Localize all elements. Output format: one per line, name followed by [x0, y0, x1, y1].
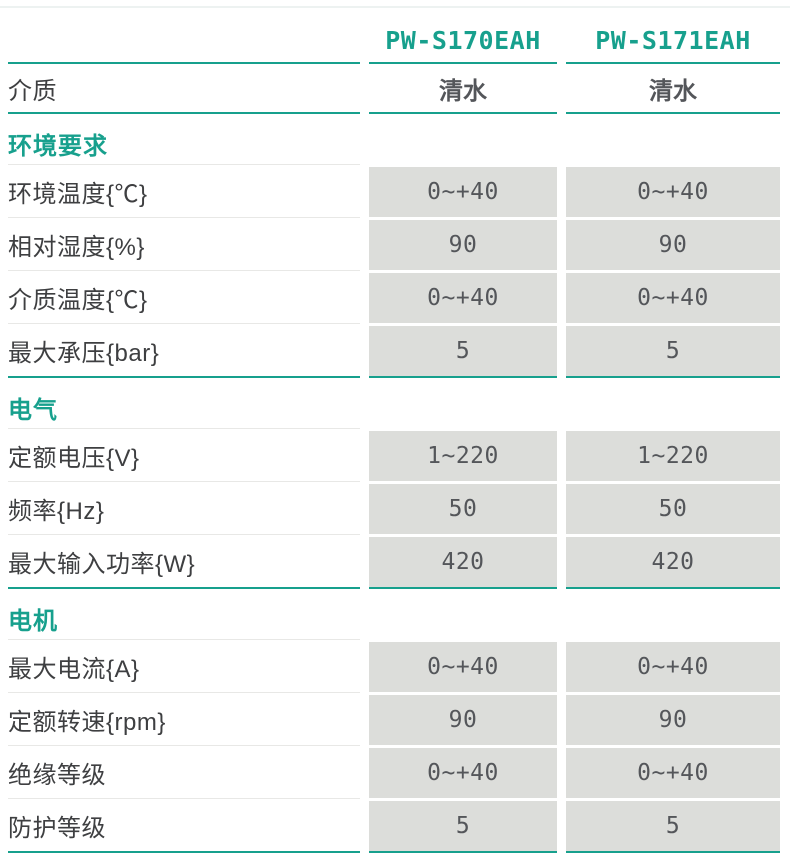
section-divider-line	[8, 376, 780, 378]
table-bottom-line	[8, 851, 780, 853]
row-value: 0~+40	[369, 642, 557, 692]
row-value: 50	[369, 484, 557, 534]
row-value: 420	[566, 537, 780, 587]
row-value: 0~+40	[566, 273, 780, 323]
divider-segment	[8, 112, 360, 114]
divider-segment	[566, 62, 780, 64]
row-label: 环境温度{℃}	[8, 164, 360, 217]
top-divider-line	[0, 6, 790, 8]
divider-segment	[369, 112, 557, 114]
row-label: 相对湿度{%}	[8, 217, 360, 270]
divider-segment	[566, 587, 780, 589]
divider-segment	[566, 112, 780, 114]
section-divider-line	[8, 112, 780, 114]
divider-segment	[566, 851, 780, 853]
row-value: 清水	[649, 76, 697, 105]
row-value: 0~+40	[369, 167, 557, 217]
table-row: 相对湿度{%} 90 90	[8, 217, 780, 270]
table-row: 定额电压{V} 1~220 1~220	[8, 428, 780, 481]
table-row: 频率{Hz} 50 50	[8, 481, 780, 534]
divider-segment	[369, 62, 557, 64]
row-value: 0~+40	[566, 167, 780, 217]
row-value: 清水	[439, 76, 487, 105]
table-header-row: PW-S170EAH PW-S171EAH	[8, 6, 780, 62]
table-row-media: 介质 清水 清水	[8, 64, 780, 112]
row-label: 防护等级	[8, 798, 360, 851]
row-label: 最大承压{bar}	[8, 323, 360, 376]
row-label: 介质	[8, 77, 57, 105]
row-value: 90	[566, 220, 780, 270]
row-label: 绝缘等级	[8, 745, 360, 798]
table-row: 绝缘等级 0~+40 0~+40	[8, 745, 780, 798]
row-value: 1~220	[369, 431, 557, 481]
divider-segment	[369, 851, 557, 853]
divider-segment	[566, 376, 780, 378]
row-label: 频率{Hz}	[8, 481, 360, 534]
row-value: 0~+40	[369, 748, 557, 798]
table-row: 防护等级 5 5	[8, 798, 780, 851]
row-value: 0~+40	[566, 748, 780, 798]
section-title-environment: 环境要求	[8, 133, 108, 160]
divider-segment	[8, 587, 360, 589]
row-value: 5	[369, 326, 557, 376]
row-value: 90	[566, 695, 780, 745]
divider-segment	[369, 376, 557, 378]
row-value: 5	[566, 326, 780, 376]
divider-segment	[8, 851, 360, 853]
table-row: 介质温度{℃} 0~+40 0~+40	[8, 270, 780, 323]
divider-segment	[8, 376, 360, 378]
row-value: 0~+40	[369, 273, 557, 323]
row-label: 最大输入功率{W}	[8, 534, 360, 587]
divider-segment	[8, 62, 360, 64]
section-title-motor: 电机	[8, 608, 58, 635]
header-divider-line	[8, 62, 780, 64]
row-value: 50	[566, 484, 780, 534]
section-divider-line	[8, 587, 780, 589]
row-value: 5	[369, 801, 557, 851]
row-value: 420	[369, 537, 557, 587]
table-row: 最大承压{bar} 5 5	[8, 323, 780, 376]
row-value: 90	[369, 695, 557, 745]
table-row: 环境温度{℃} 0~+40 0~+40	[8, 164, 780, 217]
table-row: 定额转速{rpm} 90 90	[8, 692, 780, 745]
row-value: 5	[566, 801, 780, 851]
row-value: 90	[369, 220, 557, 270]
row-label: 介质温度{℃}	[8, 270, 360, 323]
column-header-model-1: PW-S170EAH	[385, 26, 541, 55]
row-value: 0~+40	[566, 642, 780, 692]
row-label: 定额转速{rpm}	[8, 692, 360, 745]
section-title-electrical: 电气	[8, 397, 58, 424]
row-label: 定额电压{V}	[8, 428, 360, 481]
column-header-model-2: PW-S171EAH	[595, 26, 751, 55]
divider-segment	[369, 587, 557, 589]
row-value: 1~220	[566, 431, 780, 481]
table-row: 最大电流{A} 0~+40 0~+40	[8, 639, 780, 692]
table-row: 最大输入功率{W} 420 420	[8, 534, 780, 587]
row-label: 最大电流{A}	[8, 639, 360, 692]
